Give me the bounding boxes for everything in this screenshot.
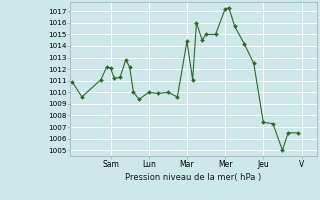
X-axis label: Pression niveau de la mer( hPa ): Pression niveau de la mer( hPa )	[125, 173, 262, 182]
